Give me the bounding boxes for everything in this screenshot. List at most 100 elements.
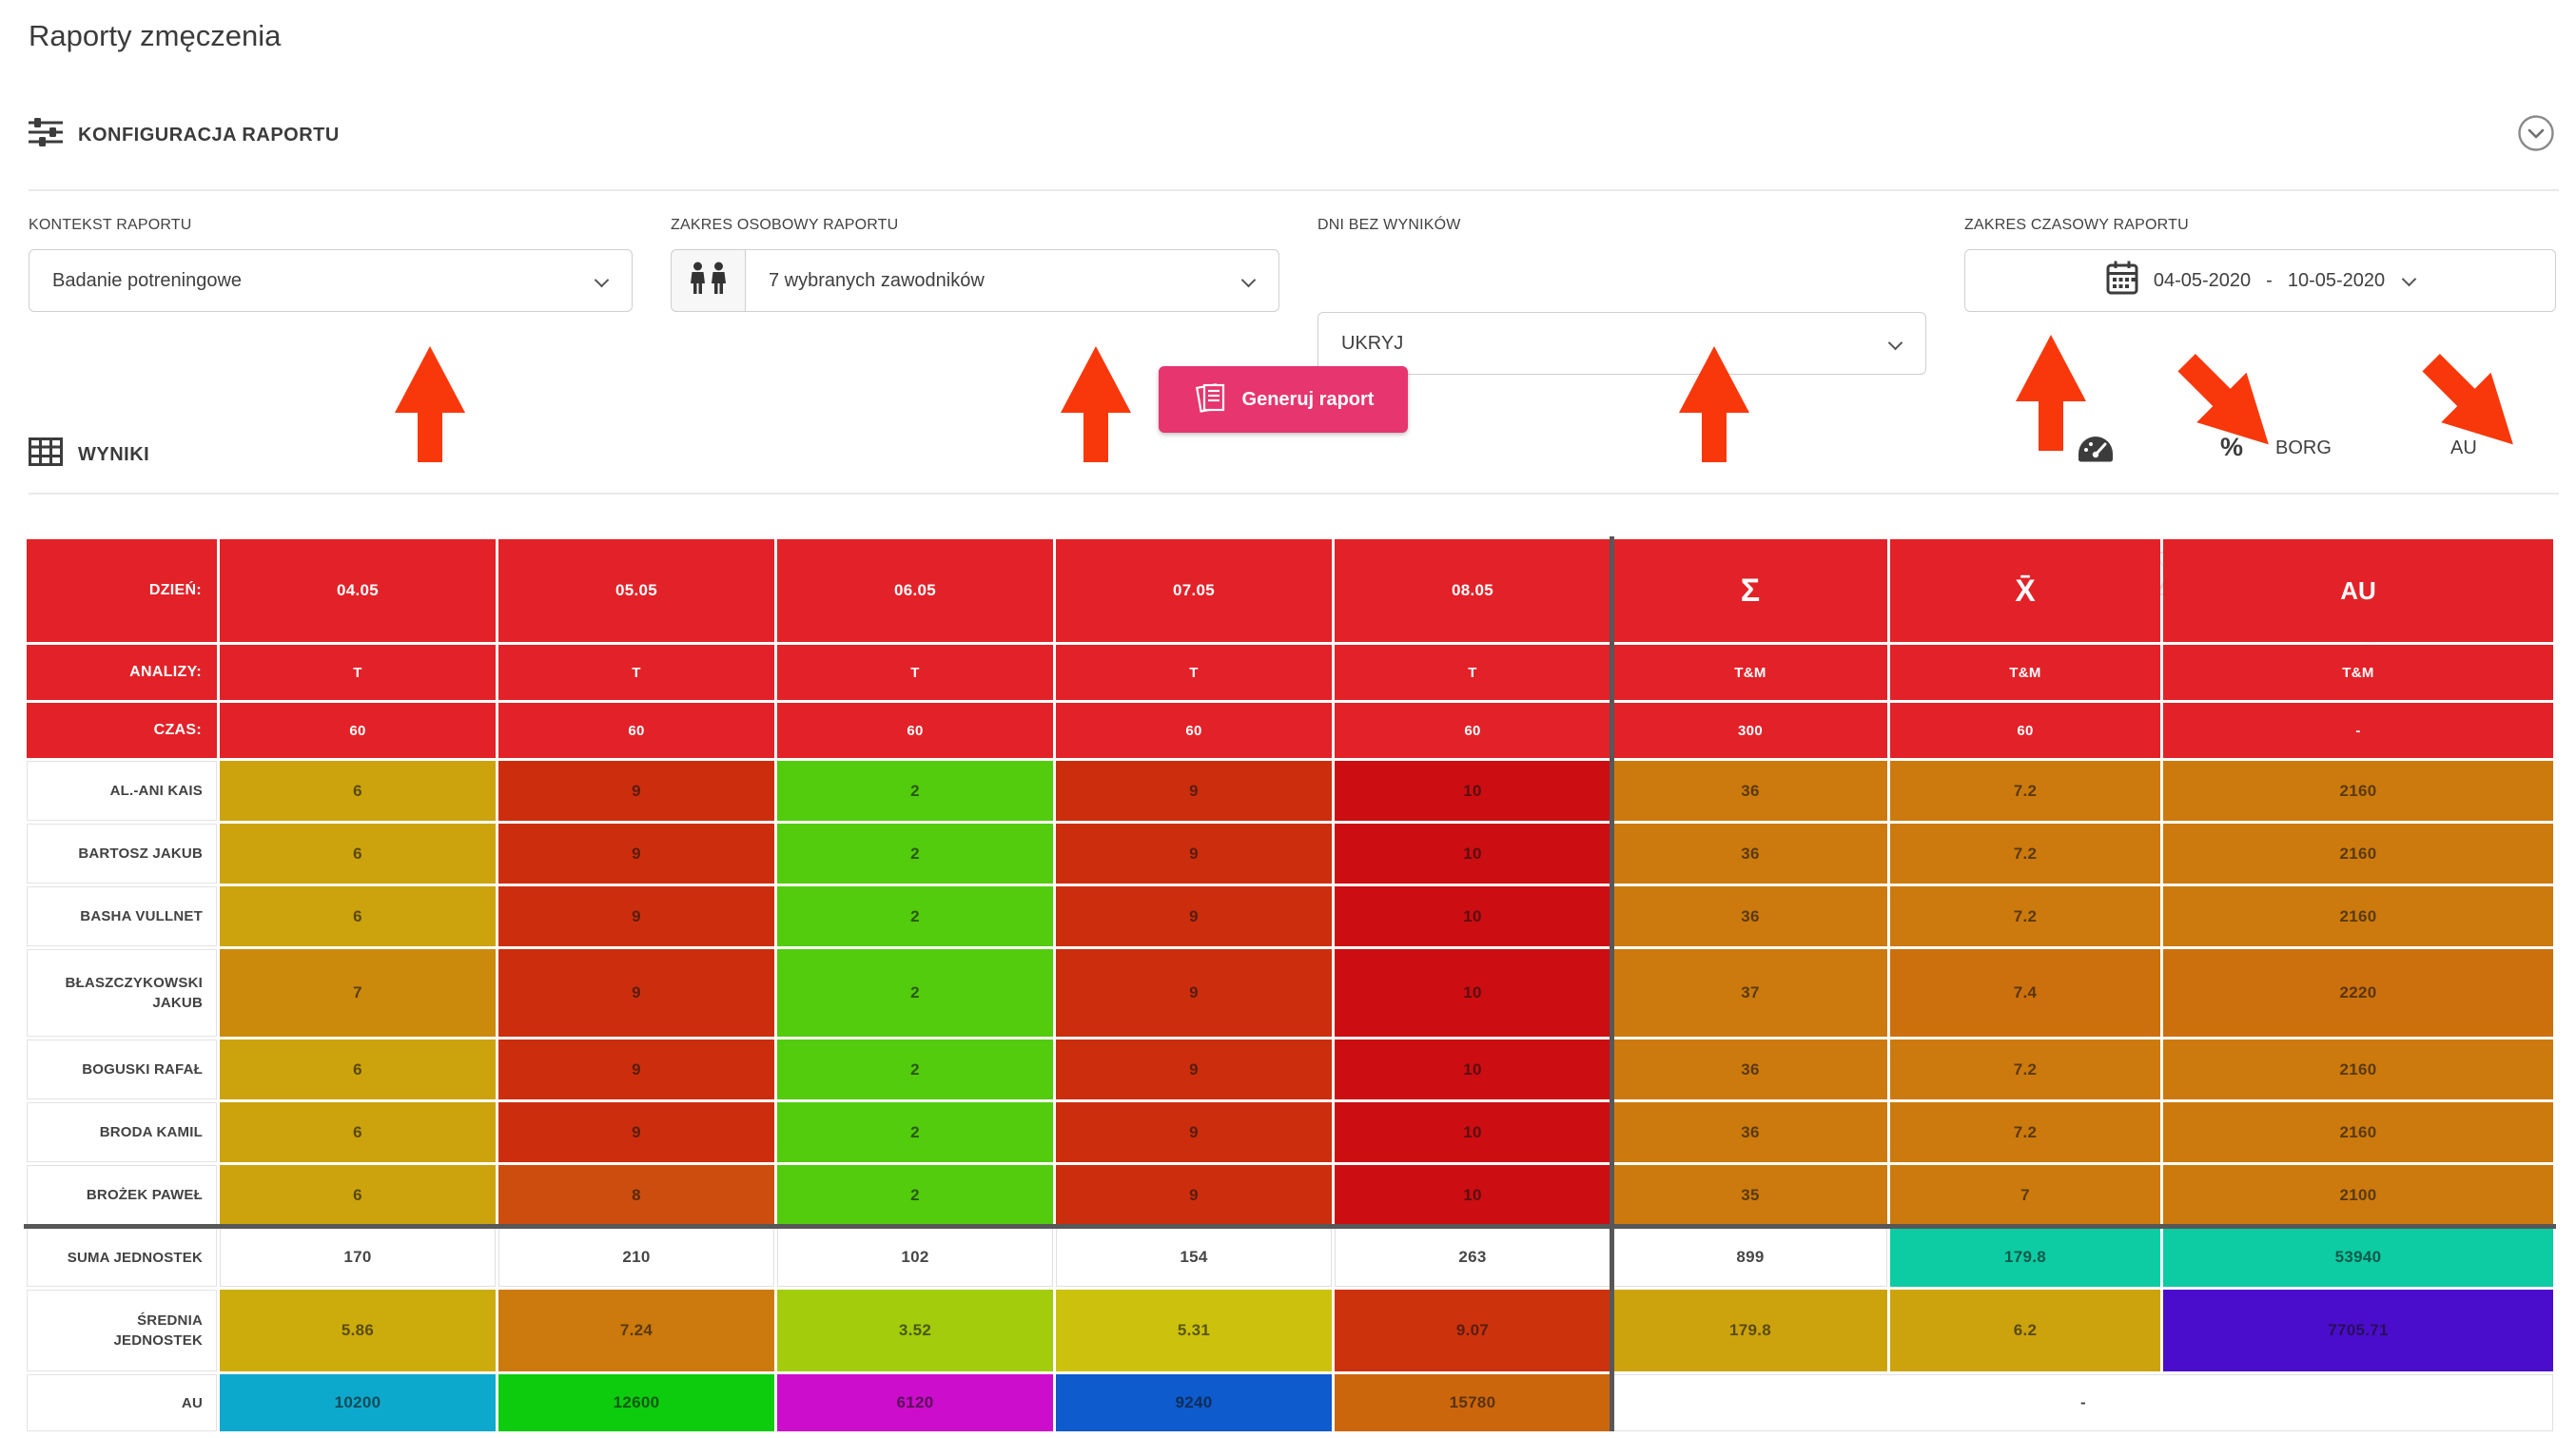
time-cell: 60 <box>1335 703 1610 758</box>
sum-units-row: SUMA JEDNOSTEK 170 210 102 154 263 899 1… <box>27 1228 2553 1287</box>
tune-icon <box>29 118 63 152</box>
au-cell: 2160 <box>2163 1040 2553 1099</box>
sum-units-cell: 53940 <box>2163 1228 2553 1287</box>
time-cell: 60 <box>1890 703 2160 758</box>
day-header: 06.05 <box>777 539 1053 642</box>
sum-cell: 35 <box>1613 1165 1887 1225</box>
value-cell: 9 <box>1056 1102 1332 1162</box>
player-name: BRODA KAMIL <box>27 1102 217 1162</box>
avg-units-cell: 5.31 <box>1056 1290 1332 1371</box>
chevron-down-icon <box>1887 335 1903 351</box>
au-value-cell: 9240 <box>1056 1374 1332 1431</box>
sum-units-cell: 263 <box>1335 1228 1610 1287</box>
value-cell: 9 <box>498 949 774 1037</box>
player-row: BARTOSZ JAKUB 6 9 2 9 10 36 7.2 2160 <box>27 824 2553 884</box>
analysis-row-label: ANALIZY: <box>27 645 217 700</box>
value-cell: 7 <box>220 949 496 1037</box>
value-cell: 9 <box>498 824 774 884</box>
page-title: Raporty zmęczenia <box>29 19 282 52</box>
annotation-arrow-context <box>395 346 465 467</box>
avg-cell: 7 <box>1890 1165 2160 1225</box>
sum-units-cell: 102 <box>777 1228 1053 1287</box>
value-cell: 6 <box>220 824 496 884</box>
value-cell: 9 <box>1056 949 1332 1037</box>
generate-report-button[interactable]: Generuj raport <box>1159 366 1408 433</box>
au-column-header: AU <box>2163 539 2553 642</box>
context-field-label: KONTEKST RAPORTU <box>29 217 192 233</box>
value-cell: 10 <box>1335 761 1610 821</box>
people-select-group: 7 wybranych zawodników <box>671 249 1279 312</box>
sum-column-header: Σ <box>1613 539 1887 642</box>
value-cell: 9 <box>1056 761 1332 821</box>
people-icon-segment[interactable] <box>671 249 745 312</box>
value-cell: 2 <box>777 824 1053 884</box>
results-section-title: WYNIKI <box>78 443 150 465</box>
player-name: BŁASZCZYKOWSKI JAKUB <box>27 949 217 1037</box>
value-cell: 10 <box>1335 824 1610 884</box>
au-empty-cell: - <box>1613 1374 2553 1431</box>
collapse-section-button[interactable] <box>2517 114 2555 157</box>
sum-units-cell: 154 <box>1056 1228 1332 1287</box>
day-header: 04.05 <box>220 539 496 642</box>
config-section-title: KONFIGURACJA RAPORTU <box>78 124 340 146</box>
avg-cell: 7.2 <box>1890 761 2160 821</box>
context-select-value: Badanie potreningowe <box>52 269 243 291</box>
table-row-day: DZIEŃ: 04.05 05.05 06.05 07.05 08.05 Σ X… <box>27 539 2553 642</box>
value-cell: 8 <box>498 1165 774 1225</box>
date-range-picker[interactable]: 04-05-2020 - 10-05-2020 <box>1964 249 2556 312</box>
gauge-icon <box>2076 434 2116 471</box>
borg-label: BORG <box>2275 437 2332 458</box>
chevron-down-icon <box>594 272 610 288</box>
value-cell: 2 <box>777 886 1053 946</box>
empty-days-field-label: DNI BEZ WYNIKÓW <box>1317 217 1461 233</box>
player-row: BASHA VULLNET 6 9 2 9 10 36 7.2 2160 <box>27 886 2553 946</box>
player-name: BARTOSZ JAKUB <box>27 824 217 884</box>
context-select[interactable]: Badanie potreningowe <box>29 249 633 312</box>
sum-units-cell: 210 <box>498 1228 774 1287</box>
au-value-cell: 6120 <box>777 1374 1053 1431</box>
annotation-arrow-people <box>1061 346 1131 467</box>
sum-units-cell: 179.8 <box>1890 1228 2160 1287</box>
player-row: BŁASZCZYKOWSKI JAKUB 7 9 2 9 10 37 7.4 2… <box>27 949 2553 1037</box>
avg-units-cell: 6.2 <box>1890 1290 2160 1371</box>
day-row-label: DZIEŃ: <box>27 539 217 642</box>
sum-units-cell: 899 <box>1613 1228 1887 1287</box>
value-cell: 6 <box>220 761 496 821</box>
results-divider <box>29 493 2559 495</box>
avg-cell: 7.2 <box>1890 824 2160 884</box>
au-label: AU <box>2450 437 2477 458</box>
date-separator: - <box>2266 269 2273 291</box>
table-row-time: CZAS: 60 60 60 60 60 300 60 - <box>27 703 2553 758</box>
avg-column-header: X̄ <box>1890 539 2160 642</box>
au-cell: 2160 <box>2163 824 2553 884</box>
empty-days-select-value: UKRYJ <box>1341 332 1404 354</box>
sum-units-cell: 170 <box>220 1228 496 1287</box>
date-to: 10-05-2020 <box>2287 269 2386 291</box>
value-cell: 9 <box>1056 824 1332 884</box>
empty-days-select[interactable]: UKRYJ <box>1317 312 1926 375</box>
sum-cell: 36 <box>1613 886 1887 946</box>
annotation-arrow-date-range <box>2016 335 2086 456</box>
au-row: AU 10200 12600 6120 9240 15780 - <box>27 1374 2553 1431</box>
au-cell: 2160 <box>2163 1102 2553 1162</box>
annotation-arrow-borg-toggle <box>2403 334 2538 469</box>
avg-units-label: ŚREDNIA JEDNOSTEK <box>27 1290 217 1371</box>
au-cell: 2220 <box>2163 949 2553 1037</box>
generate-report-label: Generuj raport <box>1241 388 1375 410</box>
avg-cell: 7.2 <box>1890 1102 2160 1162</box>
analysis-cell: T <box>1056 645 1332 700</box>
date-range-field-label: ZAKRES CZASOWY RAPORTU <box>1964 217 2189 233</box>
analysis-cell: T <box>220 645 496 700</box>
people-select-value: 7 wybranych zawodników <box>769 269 985 291</box>
au-row-label: AU <box>27 1374 217 1431</box>
value-cell: 2 <box>777 949 1053 1037</box>
au-cell: 2160 <box>2163 886 2553 946</box>
summary-separator-horizontal <box>24 1224 2556 1229</box>
value-cell: 6 <box>220 1040 496 1099</box>
people-select[interactable]: 7 wybranych zawodników <box>745 249 1279 312</box>
value-cell: 9 <box>1056 1040 1332 1099</box>
avg-units-cell: 7705.71 <box>2163 1290 2553 1371</box>
player-name: AL.-ANI KAIS <box>27 761 217 821</box>
value-cell: 9 <box>498 1102 774 1162</box>
people-field-label: ZAKRES OSOBOWY RAPORTU <box>671 217 899 233</box>
